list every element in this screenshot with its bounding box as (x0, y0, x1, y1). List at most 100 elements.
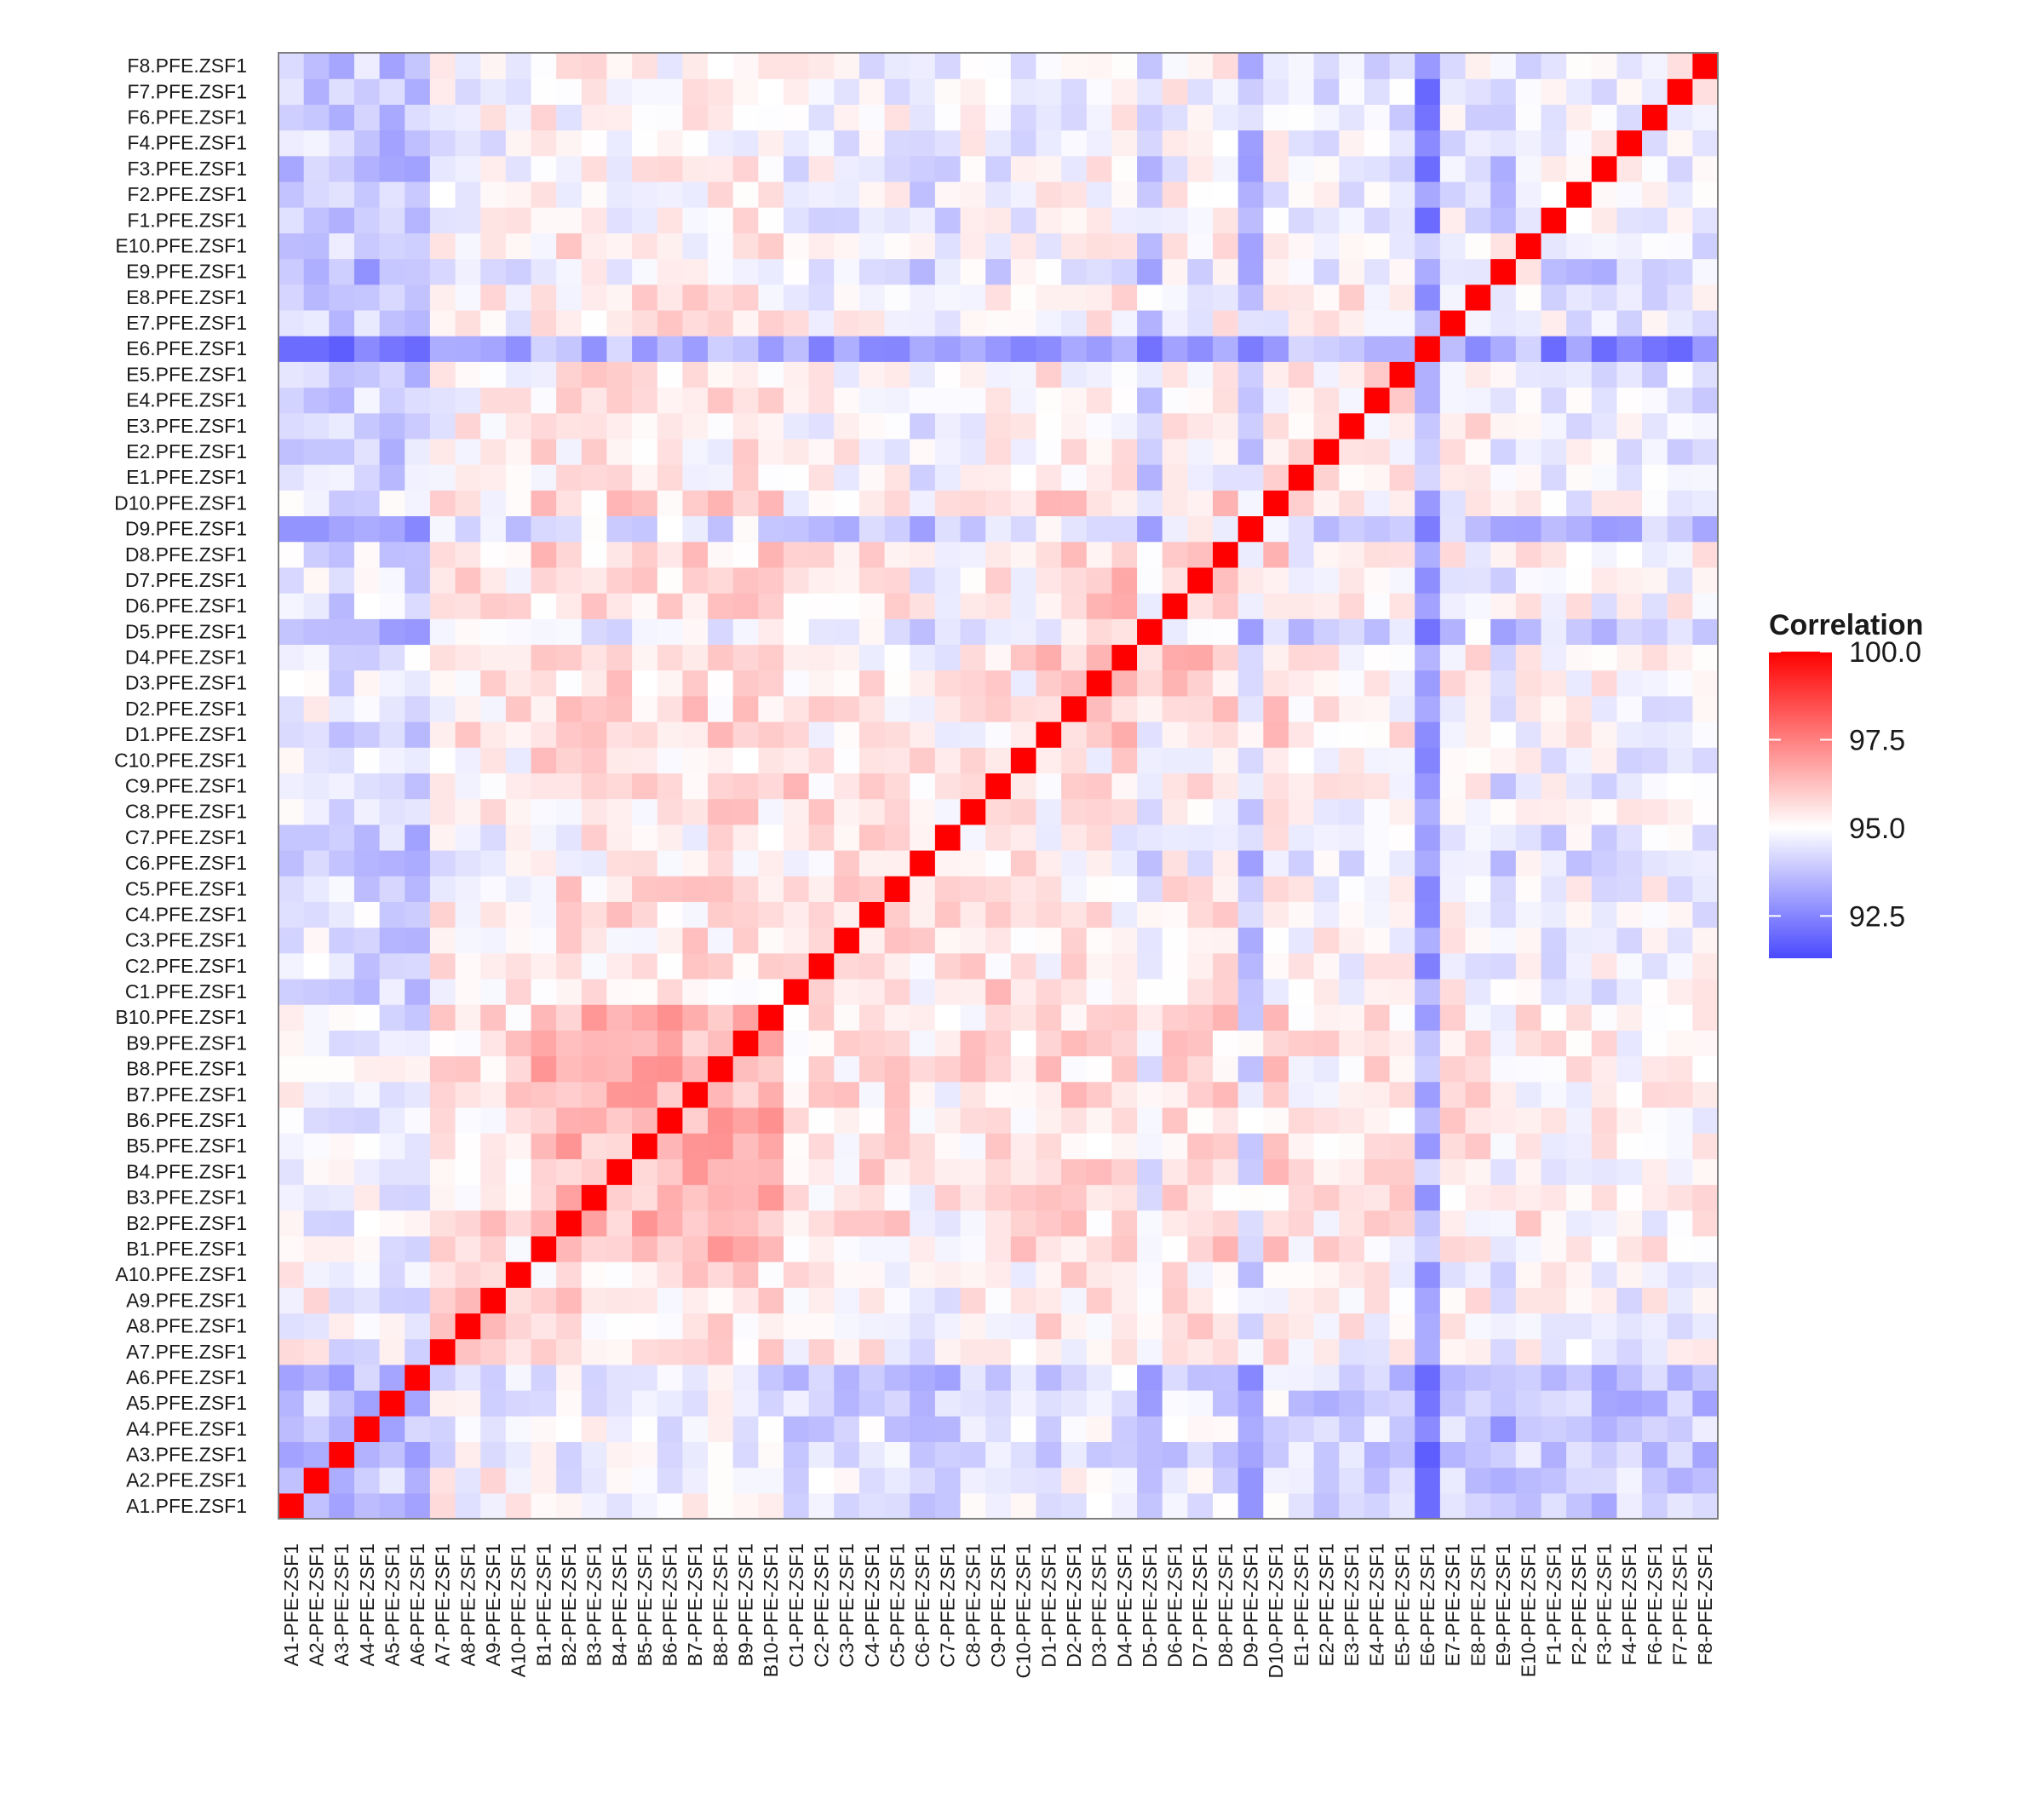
heatmap-cell (1490, 695, 1517, 722)
heatmap-cell (1137, 566, 1163, 594)
heatmap-cell (278, 1004, 305, 1031)
heatmap-cell (1061, 1184, 1088, 1211)
heatmap-cell (934, 412, 962, 440)
heatmap-cell (581, 849, 608, 876)
heatmap-cell (1616, 1081, 1643, 1108)
heatmap-cell (1137, 155, 1163, 182)
heatmap-cell (278, 1210, 305, 1237)
x-tick-label: B8-PFE-ZSF1 (709, 1543, 732, 1666)
heatmap-cell (985, 695, 1012, 722)
heatmap-cell (1339, 541, 1365, 568)
heatmap-cell (1036, 721, 1062, 748)
x-tick-label: B3-PFE-ZSF1 (583, 1543, 606, 1666)
heatmap-cell (708, 336, 734, 362)
heatmap-cell (1162, 1055, 1188, 1083)
heatmap-cell (329, 773, 355, 800)
heatmap-cell (405, 104, 431, 131)
heatmap-cell (1162, 438, 1188, 465)
heatmap-cell (353, 309, 381, 336)
heatmap-cell (303, 1030, 330, 1057)
heatmap-cell (556, 361, 583, 388)
heatmap-cell (783, 978, 810, 1005)
heatmap-cell (708, 1210, 734, 1237)
heatmap-cell (329, 258, 355, 285)
heatmap-cell (1288, 1467, 1315, 1494)
heatmap-cell (1086, 438, 1113, 465)
heatmap-cell (405, 129, 431, 157)
heatmap-cell (505, 181, 532, 208)
heatmap-cell (1339, 1184, 1365, 1211)
heatmap-cell (606, 1492, 633, 1520)
heatmap-cell (884, 1106, 910, 1134)
heatmap-cell (329, 104, 355, 131)
heatmap-cell (657, 670, 683, 697)
heatmap-cell (960, 181, 986, 208)
heatmap-cell (808, 721, 835, 748)
y-tick-label: A3.PFE.ZSF1 (126, 1444, 247, 1466)
heatmap-cell (353, 747, 381, 773)
heatmap-cell (1237, 618, 1264, 646)
heatmap-cell (1187, 644, 1214, 671)
heatmap-cell (732, 1210, 759, 1237)
heatmap-cell (834, 438, 860, 465)
heatmap-cell (910, 1287, 936, 1314)
heatmap-cell (405, 1261, 431, 1288)
heatmap-cell (858, 952, 886, 980)
heatmap-cell (960, 566, 986, 594)
heatmap-cell (1515, 1133, 1542, 1159)
heatmap-cell (278, 952, 305, 980)
heatmap-cell (405, 644, 431, 671)
heatmap-cell (1237, 1441, 1264, 1468)
heatmap-cell (884, 1287, 910, 1314)
heatmap-cell (1288, 515, 1315, 543)
heatmap-cell (708, 1313, 734, 1340)
heatmap-cell (329, 695, 355, 722)
heatmap-cell (379, 464, 405, 491)
heatmap-cell (985, 1210, 1012, 1237)
heatmap-cell (1288, 721, 1315, 748)
heatmap-cell (1213, 618, 1239, 646)
heatmap-cell (732, 104, 759, 131)
heatmap-cell (834, 978, 860, 1005)
heatmap-cell (758, 1133, 784, 1159)
heatmap-cell (1591, 207, 1617, 233)
heatmap-cell (606, 849, 633, 876)
heatmap-cell (732, 1338, 759, 1365)
heatmap-cell (1490, 181, 1517, 208)
heatmap-cell (1515, 464, 1542, 491)
heatmap-cell (985, 1492, 1012, 1520)
heatmap-cell (1237, 1106, 1264, 1134)
heatmap-cell (1515, 207, 1542, 233)
heatmap-cell (1111, 644, 1138, 671)
heatmap-cell (1616, 336, 1643, 362)
heatmap-cell (1288, 1081, 1315, 1108)
heatmap-cell (1263, 1184, 1289, 1211)
heatmap-cell (1137, 284, 1163, 311)
heatmap-cell (1086, 927, 1113, 954)
heatmap-cell (1515, 541, 1542, 568)
heatmap-cell (910, 1158, 936, 1186)
heatmap-cell (783, 1416, 810, 1443)
heatmap-cell (758, 490, 784, 517)
heatmap-cell (910, 438, 936, 465)
heatmap-cell (1237, 695, 1264, 722)
heatmap-cell (1010, 695, 1037, 722)
heatmap-cell (834, 1184, 860, 1211)
heatmap-cell (1137, 1184, 1163, 1211)
heatmap-cell (1339, 438, 1365, 465)
heatmap-cell (1187, 566, 1214, 594)
heatmap-cell (632, 618, 658, 646)
heatmap-cell (758, 773, 784, 800)
heatmap-cell (606, 1364, 633, 1391)
heatmap-cell (1263, 747, 1289, 773)
heatmap-cell (1642, 541, 1668, 568)
heatmap-cell (834, 207, 860, 233)
heatmap-cell (329, 78, 355, 105)
heatmap-cell (1616, 901, 1643, 928)
heatmap-cell (1061, 670, 1088, 697)
heatmap-cell (1010, 336, 1037, 362)
heatmap-cell (858, 1364, 886, 1391)
heatmap-cell (379, 438, 405, 465)
heatmap-cell (1692, 155, 1719, 182)
heatmap-cell (480, 1261, 507, 1288)
